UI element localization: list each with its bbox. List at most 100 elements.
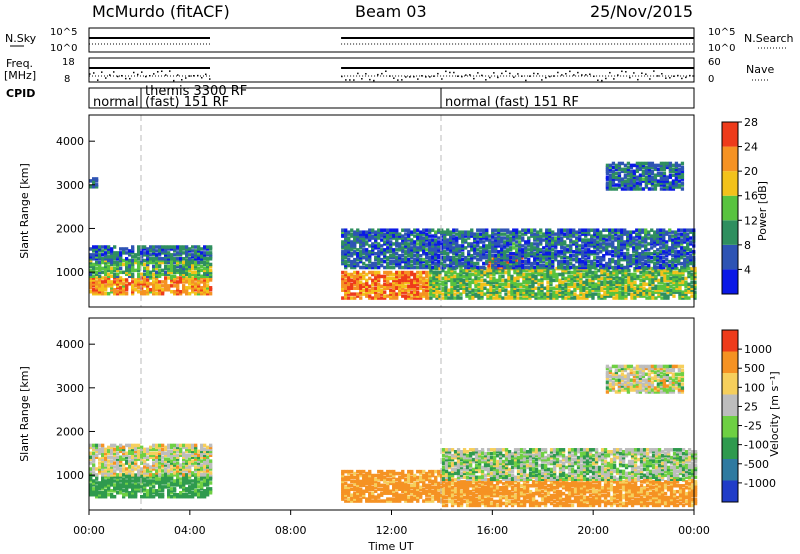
nave-dot bbox=[533, 72, 535, 75]
range-gate-cell bbox=[413, 261, 417, 266]
range-gate-cell bbox=[188, 487, 192, 491]
range-gate-cell bbox=[434, 238, 438, 242]
range-gate-cell bbox=[401, 282, 405, 287]
range-gate-cell bbox=[683, 253, 687, 258]
range-gate-cell bbox=[134, 485, 138, 489]
range-gate-cell bbox=[173, 245, 177, 249]
range-gate-cell bbox=[137, 249, 141, 253]
range-gate-cell bbox=[416, 282, 420, 287]
range-gate-cell bbox=[398, 292, 402, 296]
range-gate-cell bbox=[489, 286, 493, 290]
range-gate-cell bbox=[603, 286, 607, 290]
range-gate-cell bbox=[609, 288, 613, 292]
range-gate-cell bbox=[149, 288, 153, 292]
range-gate-cell bbox=[410, 255, 414, 260]
range-gate-cell bbox=[639, 284, 643, 289]
range-gate-cell bbox=[638, 259, 642, 264]
range-gate-cell bbox=[513, 294, 517, 298]
range-gate-cell bbox=[630, 278, 634, 283]
range-gate-cell bbox=[365, 234, 369, 238]
range-gate-cell bbox=[170, 278, 174, 282]
nave-label: Nave bbox=[746, 63, 774, 76]
range-gate-cell bbox=[465, 294, 469, 298]
range-gate-cell bbox=[104, 459, 108, 463]
range-gate-cell bbox=[600, 280, 604, 285]
range-gate-cell bbox=[569, 232, 573, 236]
range-gate-cell bbox=[549, 280, 553, 285]
range-gate-cell bbox=[611, 250, 615, 254]
range-gate-cell bbox=[668, 175, 673, 179]
range-gate-cell bbox=[497, 230, 501, 234]
range-gate-cell bbox=[155, 286, 159, 290]
range-gate-cell bbox=[89, 286, 93, 290]
range-gate-cell bbox=[170, 257, 174, 261]
range-gate-cell bbox=[647, 173, 652, 177]
range-gate-cell bbox=[125, 491, 129, 495]
range-gate-cell bbox=[116, 278, 120, 282]
range-gate-cell bbox=[611, 234, 615, 238]
range-gate-cell bbox=[632, 179, 637, 183]
nave-dot bbox=[349, 79, 351, 81]
range-gate-cell bbox=[158, 289, 162, 294]
range-gate-cell bbox=[435, 286, 439, 290]
range-gate-cell bbox=[353, 257, 357, 262]
range-gate-cell bbox=[368, 255, 372, 260]
range-gate-cell bbox=[530, 246, 534, 250]
range-gate-cell bbox=[678, 294, 682, 298]
range-gate-cell bbox=[615, 292, 619, 296]
range-gate-cell bbox=[620, 169, 625, 174]
range-gate-cell bbox=[359, 257, 363, 262]
range-gate-cell bbox=[633, 276, 637, 281]
range-gate-cell bbox=[456, 288, 460, 292]
range-gate-cell bbox=[542, 259, 546, 264]
range-gate-cell bbox=[173, 479, 177, 483]
range-gate-cell bbox=[591, 270, 595, 275]
range-gate-cell bbox=[437, 228, 441, 232]
range-gate-cell bbox=[680, 252, 684, 256]
range-gate-cell bbox=[356, 253, 360, 258]
range-gate-cell bbox=[500, 255, 504, 260]
range-gate-cell bbox=[113, 253, 117, 257]
range-gate-cell bbox=[134, 453, 138, 457]
nave-dot bbox=[541, 79, 543, 81]
range-gate-cell bbox=[116, 260, 120, 265]
range-gate-cell bbox=[626, 255, 630, 260]
range-gate-cell bbox=[678, 282, 682, 287]
range-gate-cell bbox=[107, 449, 111, 454]
range-gate-cell bbox=[116, 473, 120, 477]
range-gate-cell bbox=[350, 253, 354, 258]
range-gate-cell bbox=[647, 257, 651, 262]
range-gate-cell bbox=[618, 292, 622, 296]
range-gate-cell bbox=[188, 247, 192, 251]
range-gate-cell bbox=[522, 288, 526, 292]
velocity-cells bbox=[89, 364, 698, 508]
range-gate-cell bbox=[533, 232, 537, 236]
range-gate-cell bbox=[566, 234, 570, 238]
range-gate-cell bbox=[665, 240, 669, 244]
range-gate-cell bbox=[128, 481, 132, 485]
range-gate-cell bbox=[429, 290, 433, 294]
range-gate-cell bbox=[398, 263, 402, 268]
range-gate-cell bbox=[491, 228, 495, 232]
range-gate-cell bbox=[404, 236, 408, 240]
range-gate-cell bbox=[531, 292, 535, 296]
range-gate-cell bbox=[573, 288, 577, 292]
range-gate-cell bbox=[581, 261, 585, 266]
range-gate-cell bbox=[137, 479, 141, 483]
range-gate-cell bbox=[203, 247, 207, 251]
range-gate-cell bbox=[155, 274, 159, 278]
range-gate-cell bbox=[584, 252, 588, 256]
range-gate-cell bbox=[627, 278, 631, 283]
range-gate-cell bbox=[185, 260, 189, 265]
range-gate-cell bbox=[101, 463, 105, 467]
range-gate-cell bbox=[438, 278, 442, 283]
range-gate-cell bbox=[666, 286, 670, 290]
range-gate-cell bbox=[416, 292, 420, 296]
range-gate-cell bbox=[425, 228, 429, 232]
range-gate-cell bbox=[473, 236, 477, 240]
range-gate-cell bbox=[386, 282, 390, 287]
range-gate-cell bbox=[510, 278, 514, 283]
range-gate-cell bbox=[449, 242, 453, 246]
range-gate-cell bbox=[167, 477, 171, 481]
range-gate-cell bbox=[639, 290, 643, 294]
